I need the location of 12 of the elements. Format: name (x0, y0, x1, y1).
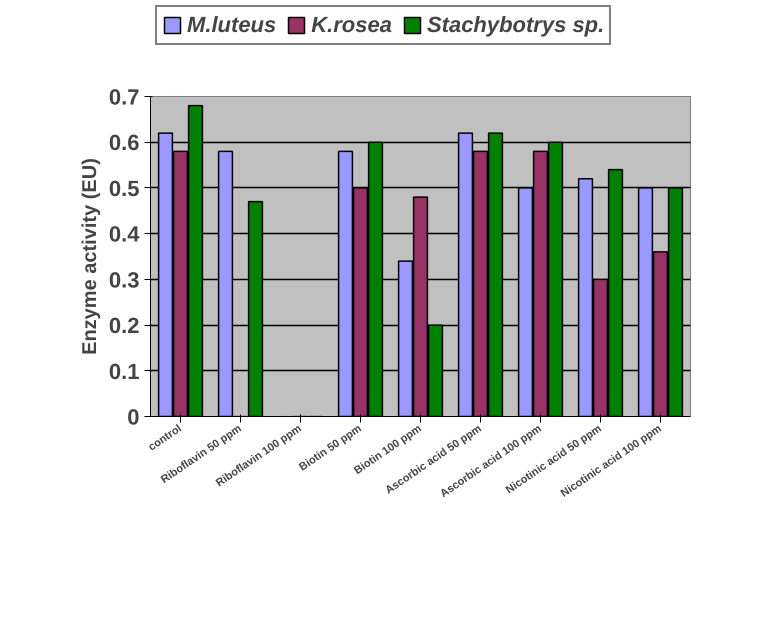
y-tick-label: 0.5 (108, 176, 140, 201)
legend-label: K.rosea (311, 12, 392, 38)
y-tick-label: 0.7 (108, 84, 140, 110)
y-axis-title: Enzyme activity (EU) (78, 158, 101, 355)
y-tick-label: 0.6 (108, 130, 140, 156)
y-tick-label: 0.3 (108, 267, 140, 292)
y-tick-label: 0.1 (108, 358, 140, 384)
legend-label: Stachybotrys sp. (426, 12, 604, 38)
y-tick-label: 0 (127, 404, 140, 430)
legend-label: M.luteus (187, 12, 276, 38)
y-tick-label: 0.2 (108, 313, 140, 338)
y-tick-label: 0.4 (108, 222, 140, 247)
